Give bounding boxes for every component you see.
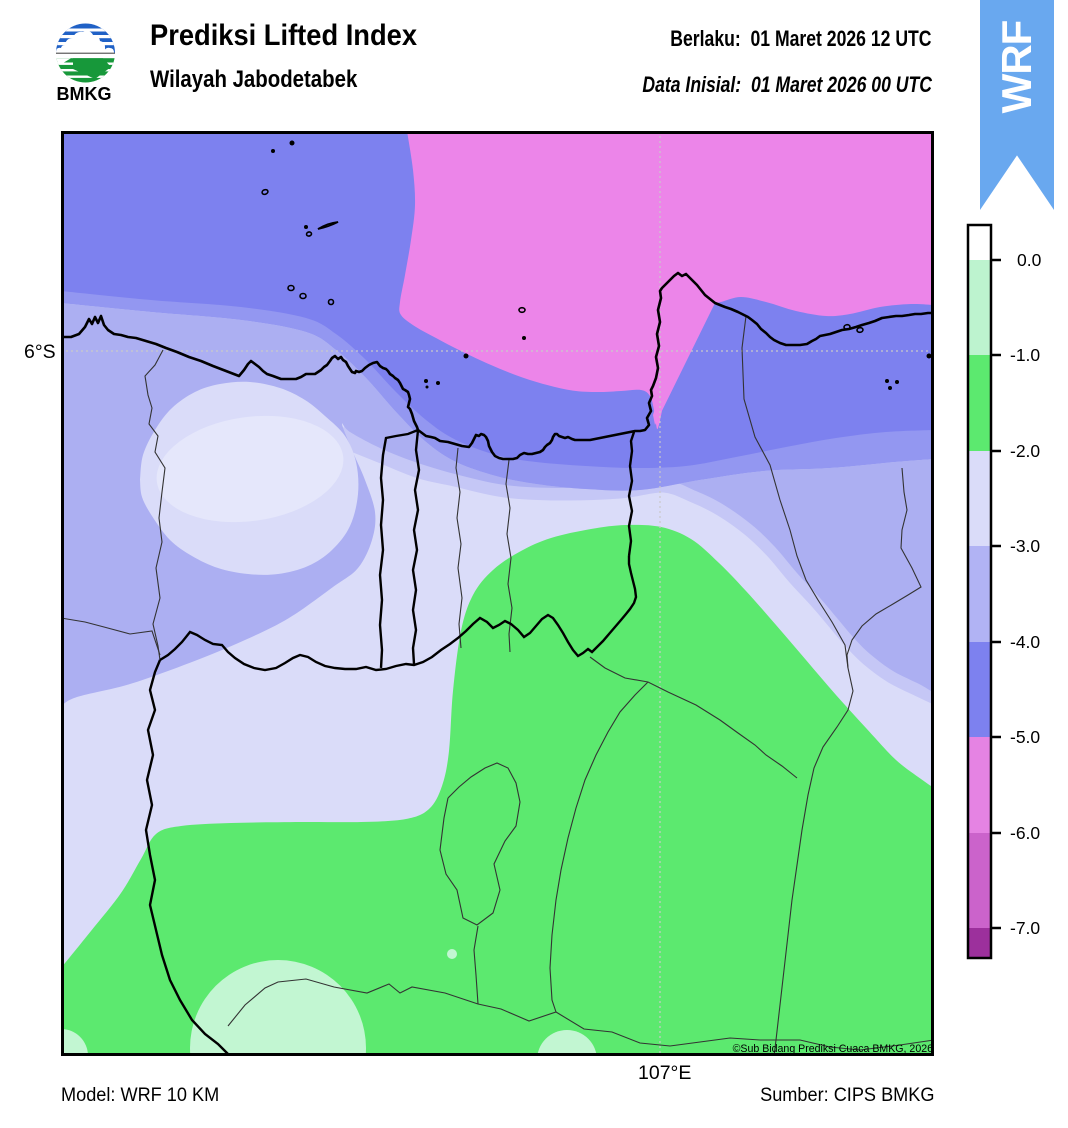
svg-text:©Sub Bidang Prediksi Cuaca BMK: ©Sub Bidang Prediksi Cuaca BMKG, 2026 xyxy=(733,1043,933,1055)
svg-text:-7.0: -7.0 xyxy=(1010,918,1040,938)
svg-text:-3.0: -3.0 xyxy=(1010,536,1040,556)
svg-text:-2.0: -2.0 xyxy=(1010,441,1040,461)
svg-text:-4.0: -4.0 xyxy=(1010,632,1040,652)
svg-text:-6.0: -6.0 xyxy=(1010,823,1040,843)
svg-text:-1.0: -1.0 xyxy=(1010,345,1040,365)
svg-text:BMKG: BMKG xyxy=(57,84,112,104)
svg-text:0.0: 0.0 xyxy=(1017,250,1042,270)
svg-text:-5.0: -5.0 xyxy=(1010,727,1040,747)
